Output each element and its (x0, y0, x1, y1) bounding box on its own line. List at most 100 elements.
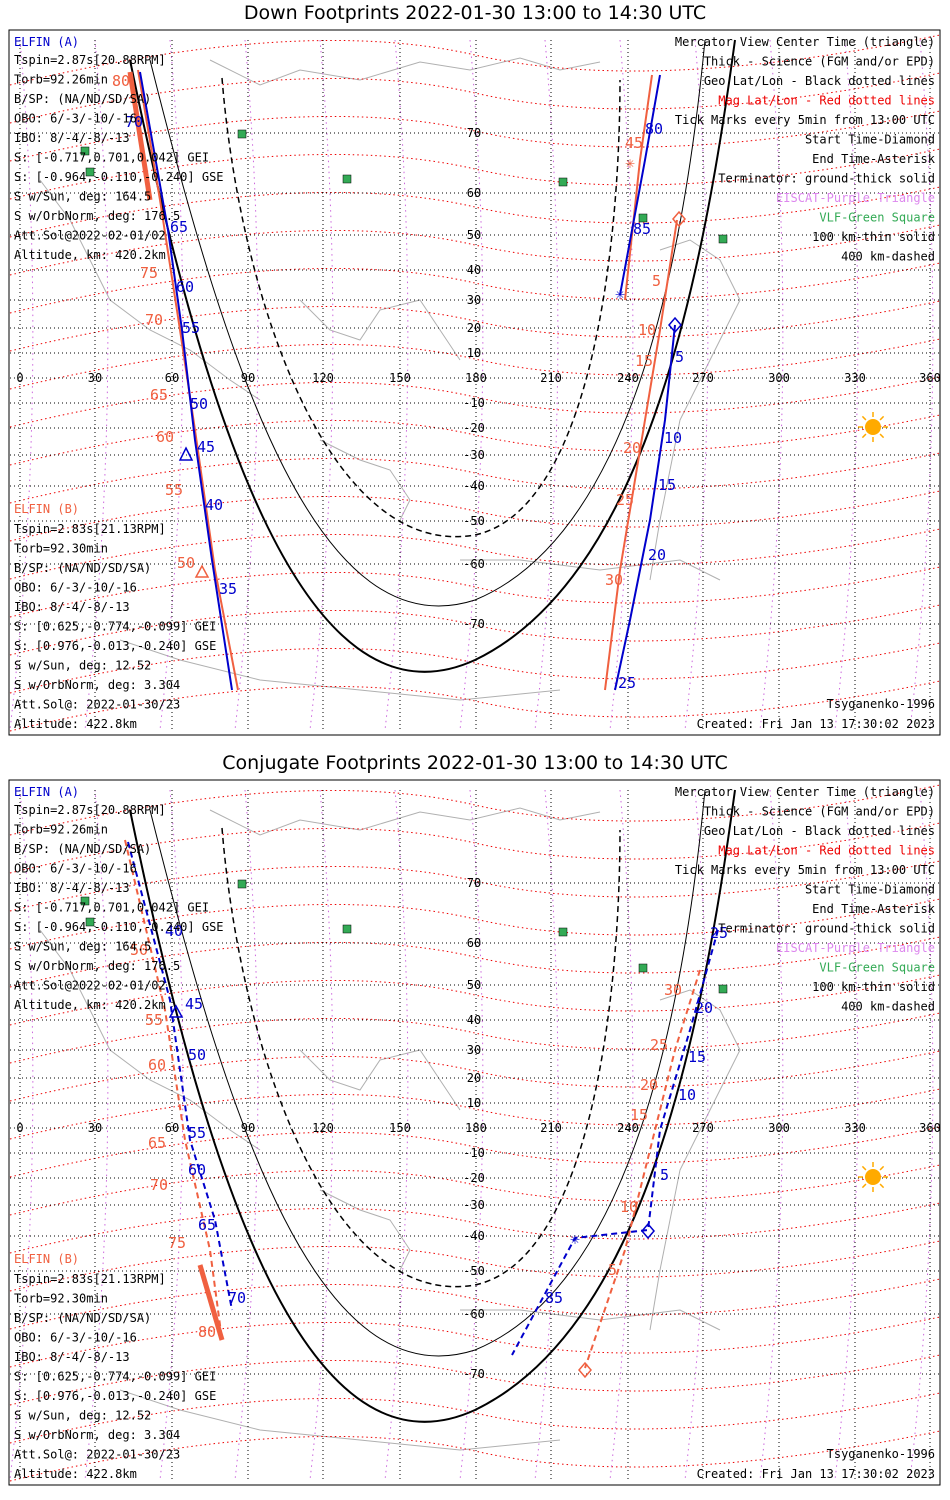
elfin-a-tick-label: 50 (190, 395, 208, 413)
lon-tick-label: 300 (768, 1121, 790, 1135)
lat-tick-label: -60 (463, 1307, 485, 1321)
mag-lat-line (9, 974, 941, 1026)
mag-lon-line (609, 789, 634, 1481)
vlf-square (342, 924, 352, 934)
elfin-b-end-asterisk: ✳ (625, 153, 635, 172)
sun-ray (879, 433, 885, 439)
elfin-b-info-line: Att.Sol@: 2022-01-30/23 (14, 1448, 180, 1462)
elfin-b-tick-label: 75 (168, 1234, 186, 1252)
elfin-a-info-line: B/SP: (NA/ND/SD/SA) (14, 842, 151, 856)
mag-lat-line (9, 110, 941, 162)
elfin-a-view-triangle (178, 446, 194, 461)
sun-ray (861, 433, 867, 439)
elfin-a-tick-label: 5 (675, 348, 684, 366)
coastline (39, 929, 261, 1151)
lat-tick-label: 30 (467, 293, 481, 307)
elfin-b-info-line: S: [0.976,-0.013,-0.240] GSE (14, 639, 216, 653)
elfin-b-info-line: S: [0.625,-0.774,-0.099] GEI (14, 1370, 216, 1384)
elfin-b-tick-label: 15 (635, 352, 653, 370)
elfin-b-info-line: B/SP: (NA/ND/SD/SA) (14, 1311, 151, 1325)
elfin-a-end-asterisk: ✳ (615, 284, 625, 303)
elfin-b-tick-label: 20 (640, 1076, 658, 1094)
legend-line: Terminator: ground-thick solid (718, 922, 935, 936)
vlf-square (80, 146, 90, 156)
mag-lat-line (9, 1088, 941, 1140)
sun-icon (865, 419, 881, 435)
lat-tick-label: -10 (463, 1146, 485, 1160)
mag-lon-line (309, 39, 334, 731)
elfin-a-tick-label: 25 (618, 674, 636, 692)
elfin-a-info-line: Torb=92.26min (14, 73, 108, 87)
elfin-b-tick-label: 60 (148, 1056, 166, 1074)
mag-lon-line (684, 39, 709, 731)
elfin-b-tick-label: 50 (177, 554, 195, 572)
mag-lat-line (9, 452, 941, 504)
elfin-b-title: ELFIN (B) (14, 1252, 79, 1266)
elfin-a-title: ELFIN (A) (14, 35, 79, 49)
elfin-a-tick-label: 15 (658, 476, 676, 494)
elfin-a-info-line: OBO: 6/-3/-10/-16 (14, 862, 137, 876)
mag-lat-line (9, 1164, 941, 1216)
mag-lon-line (234, 39, 259, 731)
lat-tick-label: 40 (467, 1013, 481, 1027)
legend-line: 100 km-thin solid (812, 230, 935, 244)
vlf-square (558, 927, 568, 937)
elfin-a-tick-label: 10 (678, 1086, 696, 1104)
lon-tick-label: 240 (617, 371, 639, 385)
terminator-100km (149, 789, 706, 1357)
elfin-b-tick-label: 25 (616, 491, 634, 509)
mag-lon-line (384, 39, 409, 731)
legend-line: 400 km-dashed (841, 250, 935, 264)
elfin-a-tick-label: 25 (710, 924, 728, 942)
elfin-a-info-line: Altitude, km: 420.2km (14, 248, 166, 262)
panel-title: Conjugate Footprints 2022-01-30 13:00 to… (222, 752, 728, 774)
lat-tick-label: 60 (467, 936, 481, 950)
elfin-a-tick-label: 55 (182, 319, 200, 337)
terminator-400km (221, 827, 621, 1288)
elfin-a-tick-label: 85 (633, 220, 651, 238)
lon-tick-label: 90 (241, 371, 255, 385)
mag-lon-line (534, 39, 559, 731)
lat-tick-label: 20 (467, 1071, 481, 1085)
elfin-a-info-line: OBO: 6/-3/-10/-16 (14, 112, 137, 126)
coastline (119, 1389, 561, 1451)
sun-ray (879, 1183, 885, 1189)
elfin-a-info-line: IBO: 8/-4/-8/-13 (14, 131, 130, 145)
elfin-a-info-line: Att.Sol@2022-02-01/02 (14, 979, 166, 993)
elfin-a-tick-label: 65 (170, 218, 188, 236)
elfin-a-info-line: Torb=92.26min (14, 823, 108, 837)
elfin-a-tick-label: 70 (228, 1289, 246, 1307)
elfin-a-info-line: S: [-0.717,0.701,0.042] GEI (14, 901, 209, 915)
elfin-b-info-line: S w/OrbNorm, deg: 3.304 (14, 678, 180, 692)
elfin-b-tick-label: 30 (664, 981, 682, 999)
legend-line: Start Time-Diamond (805, 133, 935, 147)
sun-ray (861, 1183, 867, 1189)
lat-tick-label: -50 (463, 1264, 485, 1278)
lon-tick-label: 180 (465, 1121, 487, 1135)
model-label: Tsyganenko-1996 (827, 697, 935, 711)
vlf-square (85, 167, 95, 177)
down-footprints-panel: Down Footprints 2022-01-30 13:00 to 14:3… (8, 2, 941, 736)
elfin-a-tick-label: 45 (197, 438, 215, 456)
lon-tick-label: 330 (844, 1121, 866, 1135)
elfin-b-tick-label: 55 (145, 1011, 163, 1029)
lat-tick-label: 10 (467, 1096, 481, 1110)
elfin-a-tick-label: 15 (688, 1048, 706, 1066)
coastline (119, 639, 561, 701)
elfin-b-tick-label: 25 (650, 1036, 668, 1054)
elfin-b-tick-label: 80 (198, 1323, 216, 1341)
elfin-a-tick-label: 10 (664, 429, 682, 447)
elfin-b-info-line: Tspin=2.83s[21.13RPM] (14, 1272, 166, 1286)
elfin-a-track-east (619, 74, 661, 296)
legend-line: 400 km-dashed (841, 1000, 935, 1014)
sun-icon (865, 1169, 881, 1185)
sun-ray (861, 415, 867, 421)
elfin-a-track (127, 841, 233, 1311)
elfin-b-tick-label: 65 (150, 386, 168, 404)
elfin-a-info-line: Att.Sol@2022-02-01/02 (14, 229, 166, 243)
mag-lat-line (9, 680, 941, 732)
elfin-b-tick-label: 55 (165, 481, 183, 499)
mag-lon-line (534, 789, 559, 1481)
elfin-a-tick-label: 55 (188, 1124, 206, 1142)
mag-lat-line (9, 528, 941, 580)
